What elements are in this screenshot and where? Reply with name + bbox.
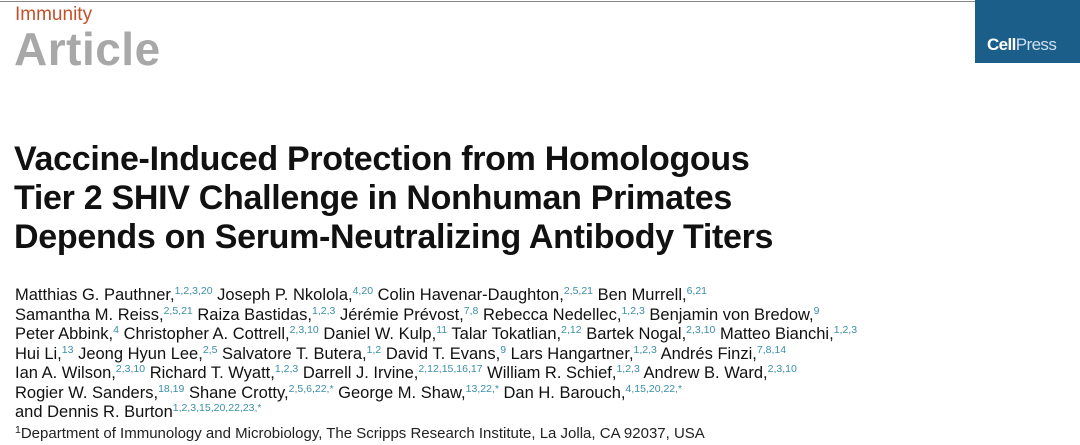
author-name: Joseph P. Nkolola, <box>217 286 353 304</box>
author-name: Daniel W. Kulp, <box>323 325 437 343</box>
author-name: Rogier W. Sanders, <box>15 383 159 402</box>
author-affiliation-numbers: 1,2,3 <box>633 343 657 356</box>
author-affiliation-numbers: 1,2,3 <box>312 304 336 317</box>
author-name: Richard T. Wyatt, <box>149 364 275 382</box>
author-name: Andrew B. Ward, <box>643 364 768 382</box>
journal-name: Immunity <box>15 4 93 25</box>
author-affiliation-numbers: 1,2 <box>366 343 382 356</box>
author-line: Samantha M. Reiss,2,5,21 Raiza Bastidas,… <box>15 304 857 326</box>
author-name: Dan H. Barouch, <box>503 383 626 402</box>
author-affiliation-numbers: 4 <box>113 324 119 336</box>
title-line: Vaccine-Induced Protection from Homologo… <box>14 140 750 178</box>
author-affiliation-numbers: 1,2,3,15,20,22,23,* <box>172 402 262 414</box>
author-affiliation-numbers: 1,2,3 <box>274 363 299 375</box>
author-affiliation-numbers: 2,3,10 <box>115 363 146 375</box>
paper-title: Vaccine-Induced Protection from Homologo… <box>14 140 773 257</box>
author-line: Hui Li,13 Jeong Hyun Lee,2,5 Salvatore T… <box>15 343 857 365</box>
cellpress-logo: CellPress <box>975 0 1080 63</box>
author-affiliation-numbers: 1,2,3,20 <box>174 285 213 297</box>
author-affiliation-numbers: 11 <box>436 324 448 336</box>
title-line: Depends on Serum-Neutralizing Antibody T… <box>14 218 774 256</box>
author-line: and Dennis R. Burton1,2,3,15,20,22,23,* <box>15 403 857 423</box>
author-name: and Dennis R. Burton <box>15 403 173 421</box>
author-affiliation-numbers: 7,8 <box>463 304 479 317</box>
author-line: Matthias G. Pauthner,1,2,3,20 Joseph P. … <box>15 286 857 306</box>
author-name: Jérémie Prévost, <box>339 305 464 324</box>
author-name: Talar Tokatlian, <box>451 325 562 343</box>
author-affiliation-numbers: 4,15,20,22,* <box>625 382 683 395</box>
author-affiliation-numbers: 2,3,10 <box>686 324 716 336</box>
header-rule <box>0 1 975 2</box>
author-name: Christopher A. Cottrell, <box>123 325 290 343</box>
author-affiliation-numbers: 2,5,21 <box>163 304 193 317</box>
author-affiliation-numbers: 9 <box>500 343 507 356</box>
author-affiliation-numbers: 2,3,10 <box>767 363 797 375</box>
author-affiliation-numbers: 9 <box>813 304 820 317</box>
author-affiliation-numbers: 1,2,3 <box>621 304 645 317</box>
author-name: Benjamin von Bredow, <box>649 305 814 324</box>
author-name: David T. Evans, <box>385 344 501 363</box>
author-name: Samantha M. Reiss, <box>15 305 164 324</box>
author-affiliation-numbers: 2,5 <box>202 343 218 356</box>
author-affiliation-numbers: 2,12 <box>561 324 582 336</box>
author-name: Rebecca Nedellec, <box>482 305 622 324</box>
author-name: Peter Abbink, <box>15 325 114 343</box>
author-affiliation-numbers: 13 <box>61 343 74 356</box>
article-type: Article <box>14 23 161 75</box>
author-line: Rogier W. Sanders,18,19 Shane Crotty,2,5… <box>15 382 857 404</box>
author-line: Ian A. Wilson,2,3,10 Richard T. Wyatt,1,… <box>15 364 857 384</box>
author-name: Bartek Nogal, <box>586 325 687 343</box>
author-name: Salvatore T. Butera, <box>222 344 367 363</box>
author-list: Matthias G. Pauthner,1,2,3,20 Joseph P. … <box>15 286 857 423</box>
author-name: Lars Hangartner, <box>510 344 634 363</box>
author-affiliation-numbers: 2,3,10 <box>289 324 319 336</box>
author-name: Matthias G. Pauthner, <box>15 286 175 304</box>
author-affiliation-numbers: 2,5,6,22,* <box>288 382 334 395</box>
title-line: Tier 2 SHIV Challenge in Nonhuman Primat… <box>14 179 732 217</box>
author-affiliation-numbers: 2,5,21 <box>563 285 594 297</box>
author-name: Jeong Hyun Lee, <box>78 344 203 363</box>
author-name: William R. Schief, <box>487 364 617 382</box>
author-affiliation-numbers: 18,19 <box>158 382 185 395</box>
author-affiliation-numbers: 6,21 <box>686 285 708 297</box>
author-name: Raiza Bastidas, <box>197 305 312 324</box>
author-affiliation-numbers: 4,20 <box>352 285 374 297</box>
author-name: Hui Li, <box>15 344 62 363</box>
affiliation: 1Department of Immunology and Microbiolo… <box>15 425 705 442</box>
affiliation-text: Department of Immunology and Microbiolog… <box>20 425 705 442</box>
author-affiliation-numbers: 1,2,3 <box>833 324 858 336</box>
author-affiliation-numbers: 13,22,* <box>465 382 499 395</box>
author-affiliation-numbers: 2,12,15,16,17 <box>418 363 483 375</box>
author-name: Ben Murrell, <box>597 286 687 304</box>
author-name: Ian A. Wilson, <box>15 364 116 382</box>
author-name: George M. Shaw, <box>338 383 466 402</box>
author-name: Andrés Finzi, <box>660 344 757 363</box>
author-name: Matteo Bianchi, <box>719 325 834 343</box>
author-line: Peter Abbink,4 Christopher A. Cottrell,2… <box>15 325 857 345</box>
author-name: Colin Havenar-Daughton, <box>377 286 564 304</box>
author-affiliation-numbers: 1,2,3 <box>616 363 640 375</box>
author-affiliation-numbers: 7,8,14 <box>756 343 787 356</box>
author-name: Shane Crotty, <box>188 383 289 402</box>
affiliation-number: 1 <box>15 424 21 436</box>
author-name: Darrell J. Irvine, <box>302 364 419 382</box>
